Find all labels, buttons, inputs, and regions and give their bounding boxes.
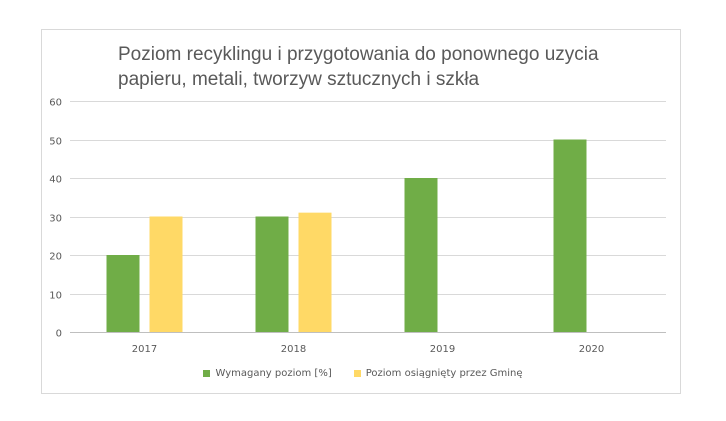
y-tick-label: 30 — [49, 214, 62, 225]
legend-swatch — [353, 370, 361, 377]
legend-item: Poziom osiągnięty przez Gminę — [353, 368, 523, 379]
legend-label: Wymagany poziom [%] — [215, 368, 332, 379]
x-axis-tick-labels: 2017 2018 2019 2020 — [132, 344, 604, 355]
legend: Wymagany poziom [%] Poziom osiągnięty prz… — [0, 368, 726, 379]
y-tick-label: 40 — [49, 175, 62, 186]
bars — [106, 139, 587, 332]
legend-label: Poziom osiągnięty przez Gminę — [365, 368, 523, 379]
bar-required-2018 — [255, 216, 289, 332]
y-tick-label: 10 — [49, 291, 62, 302]
legend-item: Wymagany poziom [%] — [203, 368, 332, 379]
bar-achieved-2017 — [149, 216, 183, 332]
y-tick-label: 20 — [49, 252, 62, 263]
y-tick-label: 50 — [49, 137, 62, 148]
chart-title: Poziom recyklingu i przygotowania do pon… — [118, 44, 599, 90]
y-axis-tick-labels: 0 10 20 30 40 50 60 — [49, 98, 62, 340]
x-tick-label: 2020 — [579, 344, 604, 355]
y-tick-label: 0 — [56, 329, 62, 340]
x-tick-label: 2019 — [430, 344, 455, 355]
legend-swatch — [203, 370, 211, 377]
bar-required-2020 — [553, 139, 587, 332]
bar-required-2019 — [404, 178, 438, 332]
bar-achieved-2018 — [298, 212, 332, 332]
y-tick-label: 60 — [49, 98, 62, 109]
x-tick-label: 2017 — [132, 344, 157, 355]
x-tick-label: 2018 — [281, 344, 306, 355]
bar-required-2017 — [106, 255, 140, 332]
